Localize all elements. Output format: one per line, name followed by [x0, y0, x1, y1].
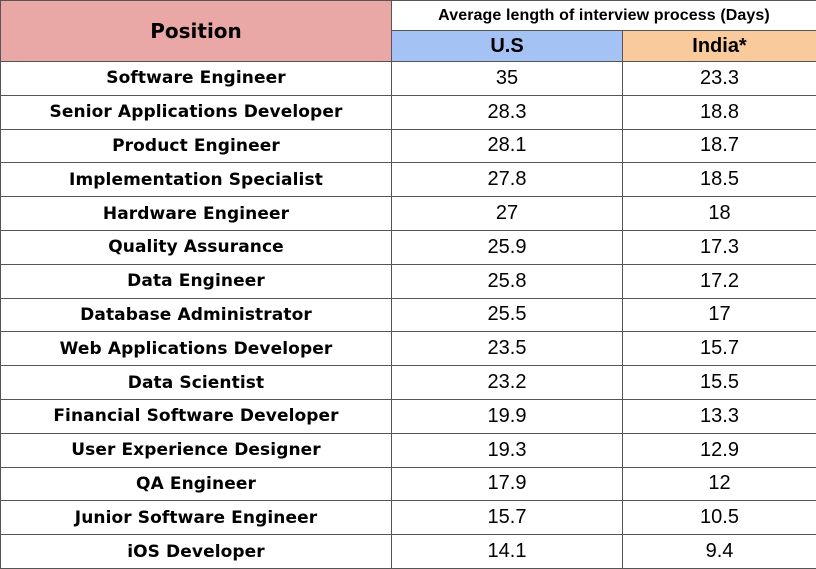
us-days-cell: 28.3: [391, 94, 623, 130]
us-days-cell: 14.1: [391, 534, 623, 569]
table-header: Position Average length of interview pro…: [0, 0, 816, 62]
us-days-cell: 23.5: [391, 331, 623, 367]
us-column-header: U.S: [391, 30, 623, 62]
india-days-cell: 15.7: [622, 331, 816, 367]
position-cell: Data Scientist: [0, 365, 392, 400]
table-row: Financial Software Developer 19.9 13.3: [0, 398, 816, 434]
india-days-cell: 17: [622, 297, 816, 333]
india-days-cell: 10.5: [622, 500, 816, 536]
india-days-cell: 9.4: [622, 534, 816, 569]
table-row: Web Applications Developer 23.5 15.7: [0, 331, 816, 367]
position-cell: Database Administrator: [0, 297, 392, 333]
india-days-cell: 18.5: [622, 162, 816, 198]
india-days-cell: 18.7: [622, 128, 816, 164]
table-row: Data Scientist 23.2 15.5: [0, 365, 816, 400]
us-days-cell: 25.5: [391, 297, 623, 333]
us-days-cell: 28.1: [391, 128, 623, 164]
position-cell: Quality Assurance: [0, 229, 392, 265]
position-cell: Hardware Engineer: [0, 196, 392, 231]
india-days-cell: 18.8: [622, 94, 816, 130]
position-cell: iOS Developer: [0, 534, 392, 569]
table-row: iOS Developer 14.1 9.4: [0, 534, 816, 569]
us-days-cell: 27.8: [391, 162, 623, 198]
us-days-cell: 23.2: [391, 365, 623, 400]
table-row: Software Engineer 35 23.3: [0, 61, 816, 96]
table-row: QA Engineer 17.9 12: [0, 466, 816, 502]
table-row: Data Engineer 25.8 17.2: [0, 263, 816, 299]
table-row: User Experience Designer 19.3 12.9: [0, 432, 816, 468]
table-row: Senior Applications Developer 28.3 18.8: [0, 94, 816, 130]
india-days-cell: 13.3: [622, 398, 816, 434]
position-cell: Data Engineer: [0, 263, 392, 299]
us-days-cell: 27: [391, 196, 623, 231]
average-length-group-header: Average length of interview process (Day…: [391, 0, 816, 31]
india-days-cell: 18: [622, 196, 816, 231]
us-days-cell: 35: [391, 61, 623, 96]
us-days-cell: 15.7: [391, 500, 623, 536]
india-days-cell: 17.3: [622, 229, 816, 265]
us-days-cell: 19.3: [391, 432, 623, 468]
position-cell: Senior Applications Developer: [0, 94, 392, 130]
header-row-countries: U.S India*: [1, 30, 816, 62]
india-days-cell: 12.9: [622, 432, 816, 468]
position-cell: Implementation Specialist: [0, 162, 392, 198]
india-days-cell: 15.5: [622, 365, 816, 400]
table-body: Software Engineer 35 23.3 Senior Applicatio…: [0, 61, 816, 569]
table-row: Implementation Specialist 27.8 18.5: [0, 162, 816, 198]
position-cell: Product Engineer: [0, 128, 392, 164]
table-row: Database Administrator 25.5 17: [0, 297, 816, 333]
table-row: Quality Assurance 25.9 17.3: [0, 229, 816, 265]
india-days-cell: 17.2: [622, 263, 816, 299]
header-row-group: Position Average length of interview pro…: [0, 0, 816, 62]
position-cell: User Experience Designer: [0, 432, 392, 468]
us-days-cell: 25.9: [391, 229, 623, 265]
india-days-cell: 23.3: [622, 61, 816, 96]
position-cell: Junior Software Engineer: [0, 500, 392, 536]
position-cell: Web Applications Developer: [0, 331, 392, 367]
position-cell: Financial Software Developer: [0, 398, 392, 434]
india-days-cell: 12: [622, 466, 816, 502]
india-column-header: India*: [622, 30, 816, 62]
table-row: Product Engineer 28.1 18.7: [0, 128, 816, 164]
table-row: Junior Software Engineer 15.7 10.5: [0, 500, 816, 536]
us-days-cell: 17.9: [391, 466, 623, 502]
table-row: Hardware Engineer 27 18: [0, 196, 816, 231]
position-cell: Software Engineer: [0, 61, 392, 96]
us-days-cell: 25.8: [391, 263, 623, 299]
us-days-cell: 19.9: [391, 398, 623, 434]
position-column-header: Position: [0, 0, 392, 62]
position-cell: QA Engineer: [0, 466, 392, 502]
